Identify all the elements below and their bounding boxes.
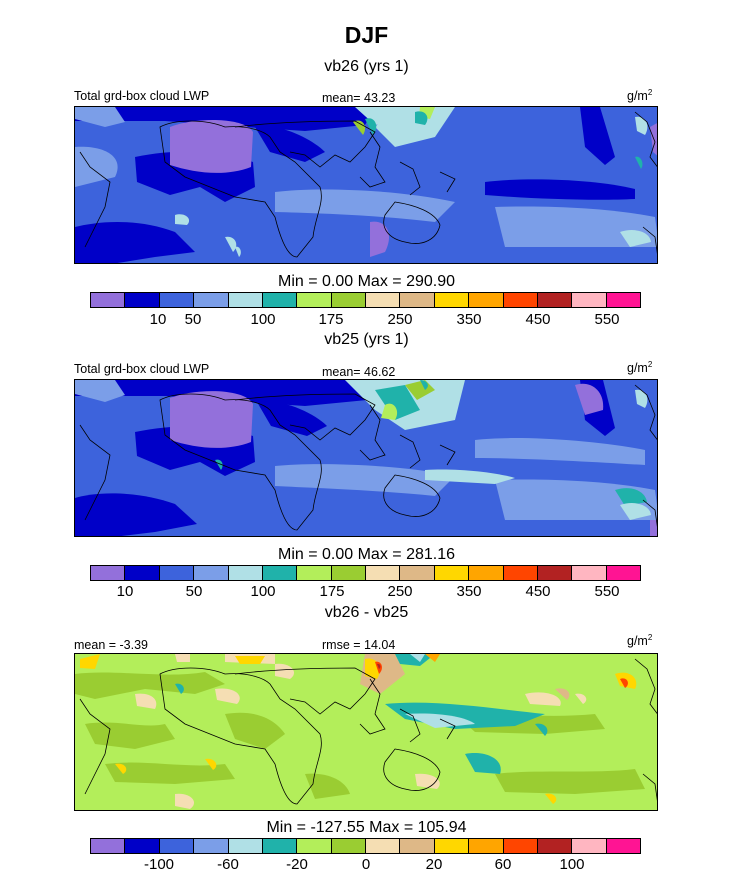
- colorbar-swatch: [400, 839, 435, 853]
- panel-1-map-svg: [75, 107, 657, 263]
- colorbar-swatch: [434, 566, 470, 580]
- colorbar-swatch: [331, 839, 366, 853]
- colorbar-swatch: [331, 566, 366, 580]
- panel-2-field-label: Total grd-box cloud LWP: [74, 362, 210, 376]
- panel-1-units: g/m2: [627, 88, 653, 104]
- panel-3-map-svg: [75, 654, 657, 810]
- panel-3-colorbar-ticks: -100 -60 -20 0 20 60 100: [90, 856, 641, 876]
- panel-1-map: [74, 106, 658, 264]
- colorbar-tick-label: 175: [319, 583, 345, 600]
- colorbar-swatch: [331, 293, 366, 307]
- panel-3-minmax: Min = -127.55 Max = 105.94: [266, 819, 467, 836]
- panel-2-map: [74, 379, 658, 537]
- colorbar-swatch: [91, 293, 126, 307]
- colorbar-tick-label: 20: [425, 856, 443, 873]
- colorbar-swatch: [262, 839, 298, 853]
- colorbar-tick-label: 60: [494, 856, 512, 873]
- colorbar-swatch: [366, 839, 401, 853]
- figure-title: DJF: [344, 22, 389, 48]
- colorbar-swatch: [503, 839, 538, 853]
- colorbar-tick-label: 250: [387, 583, 413, 600]
- colorbar-tick-label: 350: [456, 311, 482, 328]
- colorbar-tick-label: 10: [116, 583, 134, 600]
- panel-1-title: vb26 (yrs 1): [324, 58, 409, 75]
- colorbar-swatch: [194, 566, 229, 580]
- colorbar-swatch: [91, 566, 126, 580]
- colorbar-swatch: [366, 293, 401, 307]
- colorbar-tick-label: 450: [525, 583, 551, 600]
- colorbar-tick-label: 550: [594, 311, 620, 328]
- colorbar-swatch: [125, 839, 160, 853]
- panel-3-rmse-label: rmse = 14.04: [322, 638, 396, 652]
- colorbar-swatch: [434, 839, 470, 853]
- colorbar-swatch: [228, 566, 263, 580]
- colorbar-tick-label: -100: [143, 856, 175, 873]
- colorbar-swatch: [606, 839, 640, 853]
- colorbar-tick-label: 50: [185, 583, 203, 600]
- panel-2-colorbar-ticks: 10 50 100 175 250 350 450 550: [90, 583, 641, 603]
- colorbar-swatch: [262, 566, 298, 580]
- colorbar-tick-label: 100: [250, 583, 276, 600]
- colorbar-tick-label: 550: [594, 583, 620, 600]
- colorbar-tick-label: 50: [184, 311, 202, 328]
- colorbar-swatch: [434, 293, 470, 307]
- colorbar-swatch: [194, 293, 229, 307]
- panel-1-mean-label: mean= 43.23: [322, 91, 396, 105]
- panel-3-title: vb26 - vb25: [324, 604, 409, 621]
- colorbar-swatch: [228, 839, 263, 853]
- panel-2-minmax: Min = 0.00 Max = 281.16: [278, 546, 455, 563]
- colorbar-tick-label: -60: [217, 856, 239, 873]
- colorbar-swatch: [400, 293, 435, 307]
- panel-3-map: [74, 653, 658, 811]
- panel-2-title: vb25 (yrs 1): [324, 331, 409, 348]
- panel-3-mean-label: mean = -3.39: [74, 638, 149, 652]
- colorbar-swatch: [297, 566, 332, 580]
- panel-2-mean-label: mean= 46.62: [322, 365, 396, 379]
- panel-1-colorbar: [90, 292, 641, 308]
- colorbar-swatch: [159, 566, 195, 580]
- colorbar-swatch: [194, 839, 229, 853]
- colorbar-swatch: [469, 566, 504, 580]
- colorbar-tick-label: 350: [456, 583, 482, 600]
- colorbar-tick-label: 450: [525, 311, 551, 328]
- colorbar-swatch: [606, 293, 640, 307]
- panel-1-minmax: Min = 0.00 Max = 290.90: [278, 273, 455, 290]
- panel-3-units: g/m2: [627, 633, 653, 649]
- colorbar-swatch: [537, 839, 573, 853]
- colorbar-swatch: [503, 293, 538, 307]
- panel-2-colorbar: [90, 565, 641, 581]
- panel-2-map-svg: [75, 380, 657, 536]
- colorbar-swatch: [262, 293, 298, 307]
- colorbar-swatch: [159, 839, 195, 853]
- panel-3-colorbar: [90, 838, 641, 854]
- colorbar-tick-label: 0: [361, 856, 371, 873]
- colorbar-swatch: [537, 293, 573, 307]
- colorbar-swatch: [400, 566, 435, 580]
- colorbar-swatch: [572, 839, 607, 853]
- colorbar-swatch: [503, 566, 538, 580]
- panel-1-field-label: Total grd-box cloud LWP: [74, 89, 210, 103]
- colorbar-swatch: [469, 293, 504, 307]
- colorbar-swatch: [572, 293, 607, 307]
- colorbar-tick-label: 100: [250, 311, 276, 328]
- colorbar-swatch: [159, 293, 195, 307]
- colorbar-swatch: [469, 839, 504, 853]
- colorbar-swatch: [366, 566, 401, 580]
- colorbar-swatch: [572, 566, 607, 580]
- colorbar-tick-label: -20: [286, 856, 308, 873]
- colorbar-swatch: [125, 293, 160, 307]
- colorbar-swatch: [228, 293, 263, 307]
- panel-2-units: g/m2: [627, 360, 653, 376]
- colorbar-swatch: [91, 839, 126, 853]
- colorbar-swatch: [125, 566, 160, 580]
- colorbar-tick-label: 250: [387, 311, 413, 328]
- colorbar-swatch: [606, 566, 640, 580]
- colorbar-swatch: [297, 293, 332, 307]
- colorbar-tick-label: 100: [559, 856, 585, 873]
- panel-1-colorbar-ticks: 10 50 100 175 250 350 450 550: [90, 311, 641, 331]
- colorbar-tick-label: 175: [318, 311, 344, 328]
- colorbar-tick-label: 10: [149, 311, 167, 328]
- colorbar-swatch: [537, 566, 573, 580]
- colorbar-swatch: [297, 839, 332, 853]
